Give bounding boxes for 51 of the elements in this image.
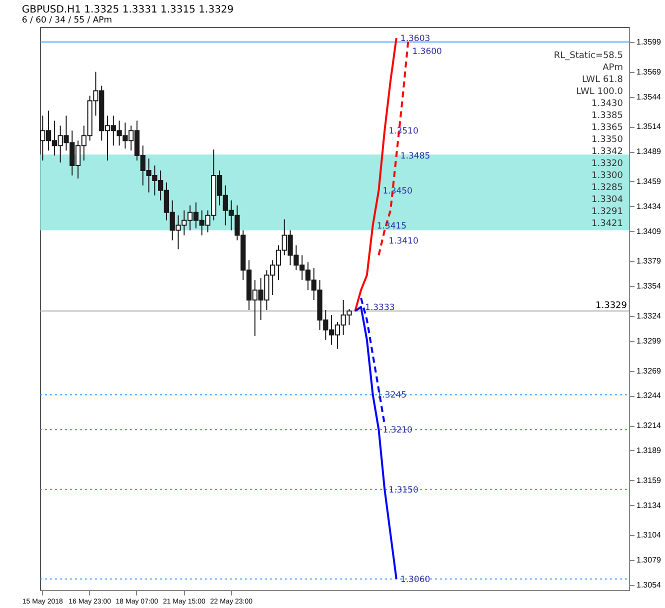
annotation: 1.3342 [592,147,623,157]
annotation: 1.3333 [365,303,395,314]
y-tick-label: 1.3569 [636,67,662,76]
annotation: 1.3245 [376,390,407,401]
annotation: 1.3510 [388,126,418,137]
annotation: 1.3485 [400,152,430,162]
annotation: 1.3450 [382,186,412,196]
y-tick-label: 1.3379 [636,256,662,266]
annotation: 1.3415 [376,221,407,232]
annotation: 1.3285 [592,183,623,193]
annotation: 1.3603 [400,34,430,44]
chart-title: GBPUSD.H1 1.3325 1.3331 1.3315 1.3329 [22,4,234,16]
chart-subtitle: 6 / 60 / 34 / 55 / APm [22,16,112,26]
annotation: 1.3600 [412,46,442,57]
annotation: 1.3385 [592,111,623,121]
annotation: 1.3350 [592,135,624,145]
y-tick-label: 1.3189 [636,446,662,455]
annotation: 1.3060 [400,575,430,586]
y-tick-label: 1.3354 [636,282,662,291]
y-tick-label: 1.3104 [636,530,662,540]
y-tick-label: 1.3269 [636,366,662,376]
y-tick-label: 1.3159 [636,476,662,485]
y-tick-label: 1.3514 [636,122,662,132]
annotation: 1.3320 [592,159,624,169]
annotation: 1.3300 [592,171,624,181]
annotation: 1.3304 [592,195,624,205]
y-tick-label: 1.3079 [636,556,662,565]
y-tick-label: 1.3599 [636,37,662,46]
annotation: LWL 100.0 [576,87,624,97]
annotation: 1.3365 [592,123,623,133]
annotation: 1.3430 [592,99,624,109]
y-tick-label: 1.3434 [636,202,662,211]
y-tick-label: 1.3409 [636,226,662,236]
annotation: 1.3150 [388,485,418,496]
annotation: 1.3210 [382,426,412,436]
y-tick-label: 1.3244 [636,391,662,400]
y-tick-label: 1.3299 [636,336,662,346]
annotation: LWL 61.8 [582,75,624,85]
annotation: 1.3291 [592,207,623,217]
annotation: APm [602,63,623,73]
y-tick-label: 1.3459 [636,176,662,186]
annotation: 1.3410 [388,236,418,246]
ref-line-label: 1.3329 [596,300,628,311]
y-tick-label: 1.3544 [636,92,662,102]
y-tick-label: 1.3214 [636,421,662,430]
y-tick-label: 1.3134 [636,500,662,510]
y-tick-label: 1.3054 [636,580,662,590]
annotation: 1.3421 [592,219,623,229]
y-tick-label: 1.3324 [636,311,662,320]
annotation: RL_Static=58.5 [554,51,623,61]
y-tick-label: 1.3489 [636,147,662,156]
